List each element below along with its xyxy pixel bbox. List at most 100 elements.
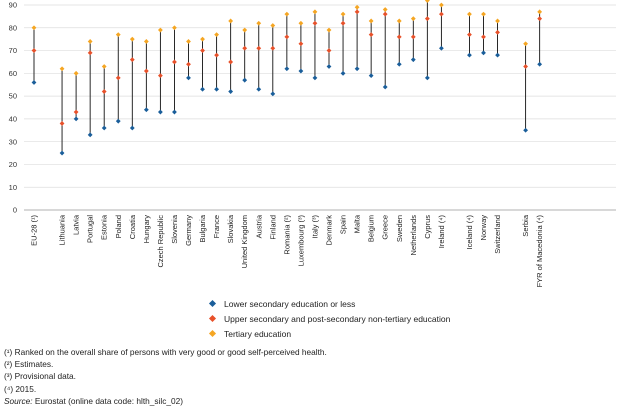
data-point-series-2 <box>284 34 290 40</box>
x-category-label: Netherlands <box>409 215 418 256</box>
legend-label-tertiary: Tertiary education <box>224 328 292 339</box>
data-point-series-1 <box>73 116 79 122</box>
data-point-series-3 <box>200 36 205 42</box>
data-point-series-1 <box>200 86 205 92</box>
y-tick-label: 10 <box>9 183 17 192</box>
data-point-series-3 <box>270 23 276 28</box>
data-point-series-2 <box>382 11 388 17</box>
data-point-series-3 <box>298 20 304 26</box>
data-point-series-2 <box>410 34 416 40</box>
data-point-series-3 <box>256 20 262 26</box>
data-point-series-2 <box>129 57 135 63</box>
data-point-series-1 <box>186 75 191 81</box>
x-category-label: Sweden <box>395 215 404 242</box>
data-point-series-2 <box>200 48 205 53</box>
data-point-series-1 <box>523 127 528 133</box>
legend: Lower secondary education or less Upper … <box>208 296 451 341</box>
y-tick-label: 20 <box>9 160 17 169</box>
data-point-series-3 <box>382 7 388 12</box>
y-tick-label: 80 <box>9 23 17 32</box>
data-point-series-1 <box>242 77 248 83</box>
data-point-series-3 <box>410 16 416 22</box>
data-point-series-1 <box>101 125 107 131</box>
data-point-series-1 <box>467 52 472 58</box>
data-point-series-3 <box>73 70 79 76</box>
data-point-series-1 <box>481 50 486 56</box>
x-category-label: Slovenia <box>170 214 179 244</box>
series-marks <box>31 0 543 156</box>
data-point-series-1 <box>326 64 332 69</box>
x-category-label: Czech Republic <box>156 215 165 268</box>
data-point-series-3 <box>129 36 135 42</box>
legend-item-upper: Upper secondary and post-secondary non-t… <box>208 311 451 326</box>
x-category-label: Romania (²) <box>282 215 291 255</box>
data-point-series-1 <box>87 132 93 138</box>
x-category-label: Bulgaria <box>198 214 207 242</box>
data-point-series-2 <box>186 61 191 67</box>
data-point-series-1 <box>129 125 135 131</box>
data-point-series-1 <box>354 66 360 72</box>
data-point-series-1 <box>256 86 262 92</box>
x-category-label: Greece <box>381 215 390 240</box>
data-point-series-1 <box>228 89 234 94</box>
y-tick-label: 30 <box>9 137 17 146</box>
data-point-series-1 <box>396 61 402 67</box>
data-point-series-3 <box>87 39 93 44</box>
legend-label-lower: Lower secondary education or less <box>224 298 356 309</box>
data-point-series-3 <box>228 18 234 24</box>
data-point-series-2 <box>326 48 332 53</box>
x-category-label: Serbia <box>521 214 530 237</box>
x-category-label: Hungary <box>142 215 151 244</box>
x-category-label: Slovakia <box>226 214 235 243</box>
x-category-label: Denmark <box>325 215 334 246</box>
dot-range-chart: 0 10 20 30 40 50 60 70 80 90 EU-28 (¹) Lithuania La… <box>9 0 616 287</box>
data-point-series-2 <box>340 20 346 26</box>
data-point-series-3 <box>326 27 332 33</box>
data-point-series-1 <box>340 70 346 76</box>
footnote-4: (⁴) 2015. <box>4 383 37 394</box>
footnote-3: (³) Provisional data. <box>4 371 76 382</box>
data-point-series-3 <box>158 27 163 33</box>
data-point-series-2 <box>256 45 262 51</box>
data-point-series-3 <box>340 11 346 17</box>
data-point-series-1 <box>495 52 500 58</box>
data-point-series-3 <box>59 66 65 72</box>
x-category-label: Croatia <box>128 214 137 239</box>
data-point-series-2 <box>354 9 360 15</box>
data-point-series-2 <box>537 16 543 22</box>
x-category-label: Malta <box>353 214 362 233</box>
data-point-series-2 <box>31 48 37 53</box>
data-point-series-1 <box>59 150 65 156</box>
x-category-label: Ireland (⁴) <box>437 214 446 248</box>
x-category-label: Luxembourg (³) <box>296 215 305 267</box>
data-point-series-3 <box>115 32 121 38</box>
x-category-label: Finland <box>268 215 277 240</box>
y-tick-label: 70 <box>9 46 17 55</box>
data-point-series-3 <box>172 25 177 31</box>
data-point-series-1 <box>312 75 318 81</box>
footnote-1: (¹) Ranked on the overall share of perso… <box>4 347 327 357</box>
data-point-series-3 <box>242 27 248 33</box>
data-point-series-2 <box>242 45 248 51</box>
data-point-series-2 <box>115 75 121 81</box>
legend-item-tertiary: Tertiary education <box>208 326 450 341</box>
data-point-series-2 <box>396 34 402 40</box>
data-point-series-3 <box>186 39 191 44</box>
data-point-series-3 <box>481 11 486 17</box>
data-point-series-2 <box>87 50 93 56</box>
x-category-label: United Kingdom <box>240 215 249 268</box>
data-point-series-2 <box>101 89 107 94</box>
source-text: Eurostat (online data code: hlth_silc_02… <box>32 395 183 406</box>
data-point-series-1 <box>284 66 290 72</box>
legend-label-upper: Upper secondary and post-secondary non-t… <box>224 313 451 324</box>
data-point-series-1 <box>439 45 444 51</box>
data-point-series-2 <box>228 59 234 65</box>
data-point-series-1 <box>115 118 121 124</box>
x-category-label: Estonia <box>100 214 109 240</box>
data-point-series-1 <box>368 73 374 79</box>
data-point-series-2 <box>467 32 472 38</box>
data-point-series-3 <box>439 2 444 8</box>
x-category-label: Germany <box>184 215 193 246</box>
x-category-label: Latvia <box>72 214 81 235</box>
source-line: Source: Eurostat (online data code: hlth… <box>4 395 327 407</box>
